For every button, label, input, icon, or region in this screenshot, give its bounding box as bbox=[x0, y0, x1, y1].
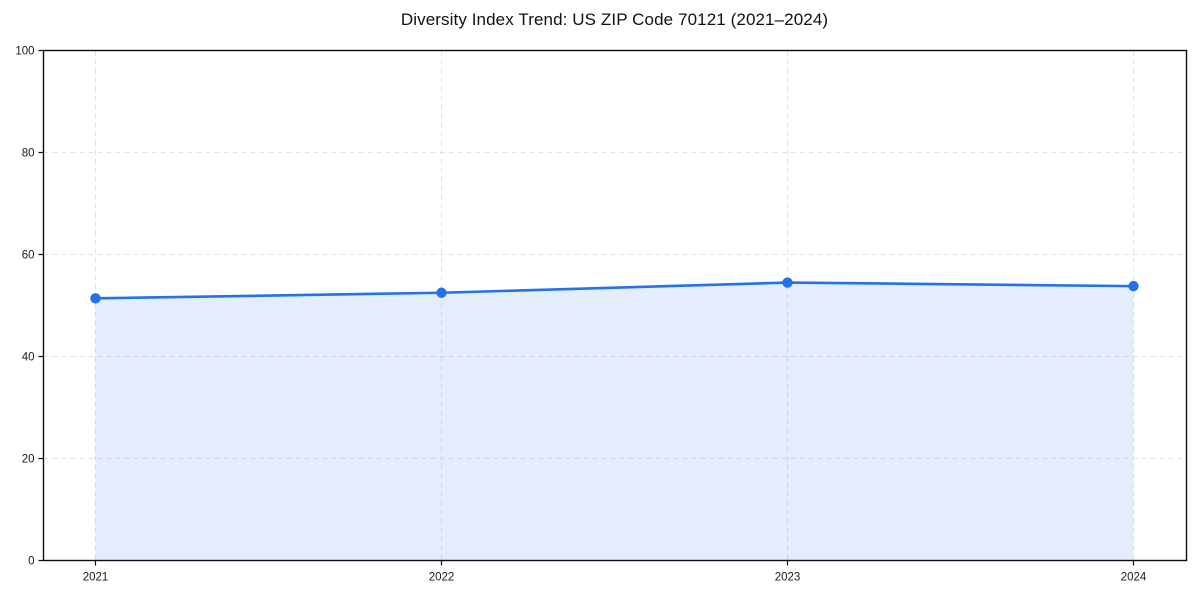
x-tick-label: 2023 bbox=[775, 572, 801, 584]
y-tick-label: 20 bbox=[22, 454, 35, 466]
data-point-marker bbox=[436, 287, 447, 298]
x-tick-label: 2022 bbox=[429, 572, 455, 584]
y-tick-label: 80 bbox=[22, 148, 35, 160]
y-tick-label: 0 bbox=[28, 556, 34, 568]
data-point-marker bbox=[1128, 280, 1139, 292]
y-tick-label: 40 bbox=[22, 352, 35, 364]
x-tick-label: 2021 bbox=[83, 572, 109, 584]
area-fill bbox=[95, 282, 1134, 561]
data-point-marker bbox=[782, 277, 793, 288]
x-tick-label: 2024 bbox=[1121, 572, 1147, 584]
chart-title: Diversity Index Trend: US ZIP Code 70121… bbox=[400, 10, 829, 29]
data-point-marker bbox=[90, 293, 101, 304]
axes-spines bbox=[42, 49, 1188, 562]
y-tick-label: 60 bbox=[22, 250, 35, 262]
y-tick-label: 100 bbox=[15, 46, 34, 58]
trend-line bbox=[94, 281, 1135, 300]
